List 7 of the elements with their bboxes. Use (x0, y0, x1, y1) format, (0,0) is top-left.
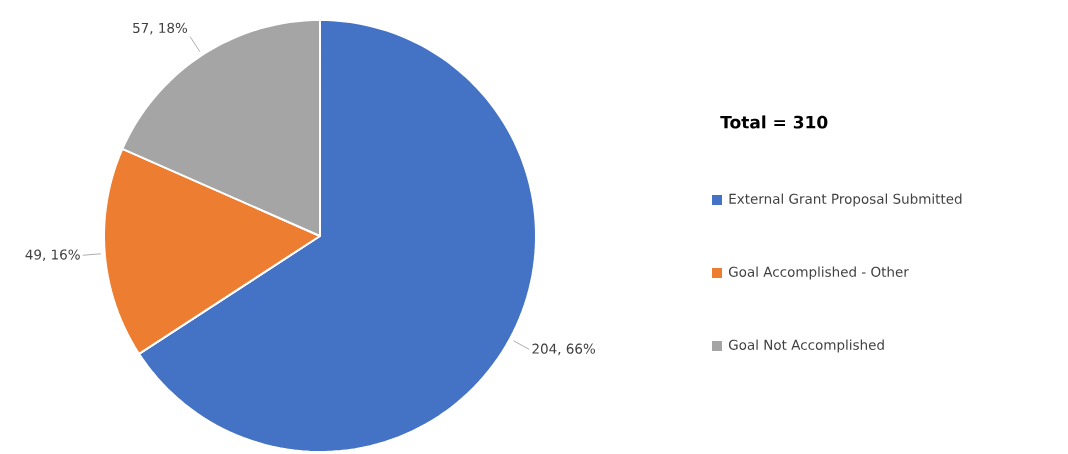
legend-label: Goal Accomplished - Other (728, 266, 909, 280)
legend-label: Goal Not Accomplished (728, 339, 884, 353)
data-label: 49, 16% (25, 249, 80, 262)
data-label: 57, 18% (133, 22, 188, 35)
legend-title: Total = 310 (720, 115, 828, 129)
data-label: 204, 66% (532, 343, 596, 356)
legend-label: External Grant Proposal Submitted (729, 193, 962, 207)
